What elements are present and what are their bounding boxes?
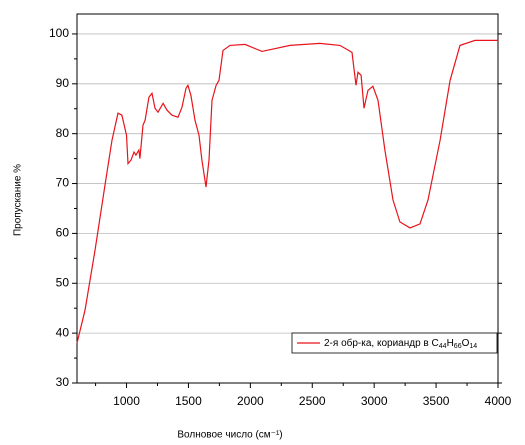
y-tick-label: 100: [49, 26, 69, 40]
x-tick-label: 2500: [299, 394, 326, 408]
x-axis-label: Волновое число (см⁻¹): [177, 430, 282, 441]
y-tick-label: 80: [56, 126, 70, 140]
y-tick-label: 60: [56, 226, 70, 240]
x-tick-label: 4000: [485, 394, 512, 408]
x-tick-label: 1000: [113, 394, 140, 408]
y-tick-label: 70: [56, 176, 70, 190]
legend-box: [291, 332, 498, 354]
spectrum-line: [76, 39, 498, 344]
legend-label: 2-я обр-ка, кориандр в C44H66O14: [324, 337, 477, 350]
plot-frame: [76, 13, 499, 384]
x-tick-label: 2000: [237, 394, 264, 408]
y-tick-label: 50: [56, 275, 70, 289]
x-tick-label: 3500: [423, 394, 450, 408]
y-tick-label: 40: [56, 325, 70, 339]
y-tick-label: 30: [56, 375, 70, 389]
y-tick-label: 90: [56, 76, 70, 90]
x-tick-label: 1500: [175, 394, 202, 408]
x-tick-label: 3000: [361, 394, 388, 408]
y-axis-label: Пропускание %: [13, 164, 24, 236]
